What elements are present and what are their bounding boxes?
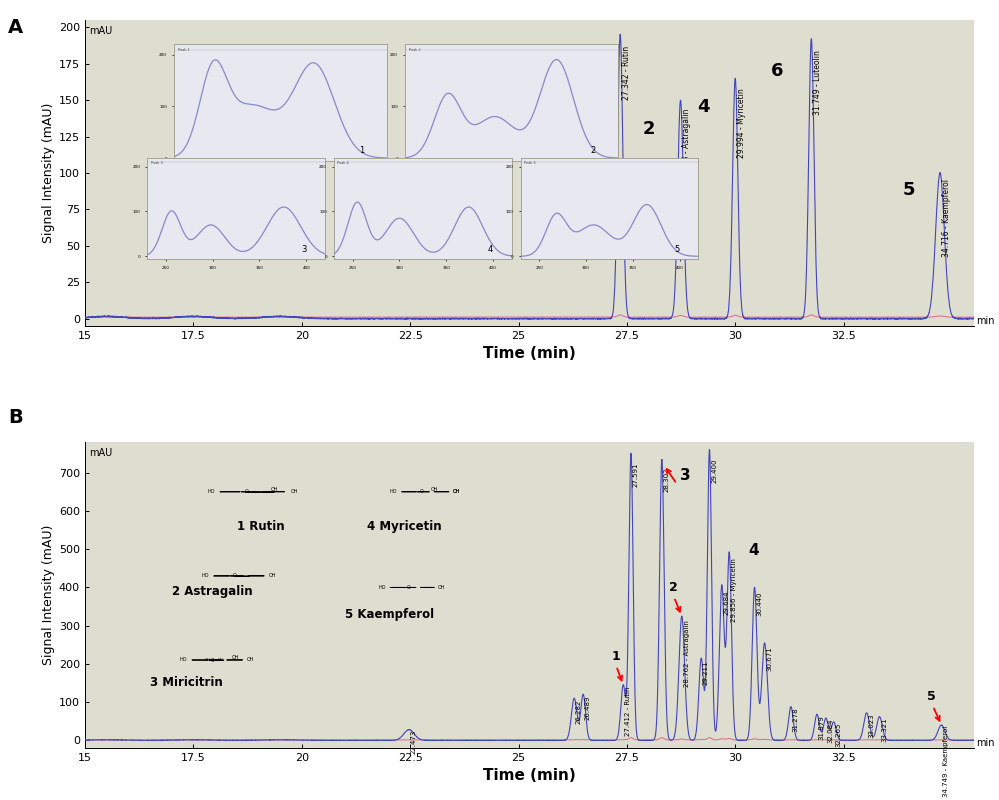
Text: 31.879: 31.879 [819,715,825,740]
Text: 31.278: 31.278 [792,708,798,732]
Y-axis label: Signal Intensity (mAU): Signal Intensity (mAU) [42,102,55,243]
Text: 27.342 - Rutin: 27.342 - Rutin [622,46,631,100]
Text: 27.412 - Rutin: 27.412 - Rutin [625,686,631,736]
Text: min: min [976,738,995,748]
Text: mAU: mAU [89,448,113,458]
Text: OH: OH [232,655,240,660]
Text: 33.023: 33.023 [868,714,874,738]
Text: CH₃: CH₃ [218,658,226,662]
Text: 29.684: 29.684 [723,590,729,614]
Text: 28.733 - Astragalin: 28.733 - Astragalin [682,109,691,182]
Text: O: O [420,490,424,494]
Text: Peak 5: Peak 5 [524,161,535,165]
Text: 2: 2 [642,120,655,138]
Text: 6: 6 [770,62,783,80]
Text: 4: 4 [488,245,493,254]
Text: OH: OH [291,490,299,494]
Text: 32.084: 32.084 [827,719,833,743]
Text: 29.400: 29.400 [711,458,717,483]
Text: OH: OH [454,490,461,494]
Text: 5 Kaempferol: 5 Kaempferol [345,608,435,621]
Text: 26.489: 26.489 [585,696,591,720]
Text: OH: OH [454,490,461,494]
Text: 5: 5 [903,182,915,199]
Text: 1: 1 [611,650,620,663]
Text: O: O [407,585,411,590]
Text: 30.671: 30.671 [766,646,772,670]
Text: 22.473: 22.473 [411,730,417,754]
Text: A: A [8,18,23,37]
Text: 4: 4 [696,98,709,116]
Text: 5: 5 [674,245,679,254]
X-axis label: Time (min): Time (min) [484,346,575,362]
Text: OH: OH [205,658,211,662]
Text: 4 Myricetin: 4 Myricetin [367,520,442,533]
Text: Peak 3: Peak 3 [151,161,163,165]
Text: 5: 5 [927,690,936,703]
Text: 27.591: 27.591 [632,462,638,486]
Text: OH: OH [247,658,255,662]
Text: 29.211: 29.211 [703,661,709,685]
Text: 3: 3 [680,468,690,483]
Text: 1: 1 [359,146,365,155]
X-axis label: Time (min): Time (min) [484,769,575,783]
Text: 4: 4 [748,543,759,558]
Text: HO: HO [202,574,209,578]
Text: 31.749 - Luteolin: 31.749 - Luteolin [813,50,822,115]
Text: 28.762 - Astragalin: 28.762 - Astragalin [683,620,689,686]
Text: HO: HO [390,490,398,494]
Text: 3: 3 [301,245,307,254]
Y-axis label: Signal Intensity (mAU): Signal Intensity (mAU) [42,525,55,666]
Text: OH: OH [439,585,446,590]
Text: HO: HO [208,490,215,494]
Text: O: O [245,490,249,494]
Text: 30.440: 30.440 [756,592,762,617]
Text: 34.749 - Kaempferol: 34.749 - Kaempferol [943,726,949,797]
Text: 3 Miricitrin: 3 Miricitrin [150,677,223,690]
Text: 29.856 - Myricetin: 29.856 - Myricetin [731,558,737,622]
Text: O: O [211,658,215,662]
Text: OH: OH [271,486,278,492]
Text: HO: HO [180,658,187,662]
Text: 34.716 - Kaempferol: 34.716 - Kaempferol [942,178,951,257]
Text: O: O [233,574,237,578]
Text: Peak 4: Peak 4 [338,161,350,165]
Text: OH: OH [269,574,276,578]
Text: Peak 2: Peak 2 [410,48,421,52]
Text: min: min [976,316,995,326]
Text: 2: 2 [590,146,595,155]
Text: 32.265: 32.265 [835,722,841,747]
Text: 1: 1 [581,62,594,80]
Text: 26.282: 26.282 [576,699,582,724]
Text: 33.321: 33.321 [881,718,887,742]
Text: 29.994 - Myricetin: 29.994 - Myricetin [737,88,746,158]
Text: mAU: mAU [89,26,113,36]
Text: B: B [8,408,23,427]
Text: 2: 2 [669,582,678,594]
Text: OH: OH [432,486,439,492]
Text: Peak 1: Peak 1 [178,48,190,52]
Text: 28.302: 28.302 [663,468,669,492]
Text: HO: HO [379,585,386,590]
Text: 2 Astragalin: 2 Astragalin [172,585,253,598]
Text: 1 Rutin: 1 Rutin [237,520,285,533]
